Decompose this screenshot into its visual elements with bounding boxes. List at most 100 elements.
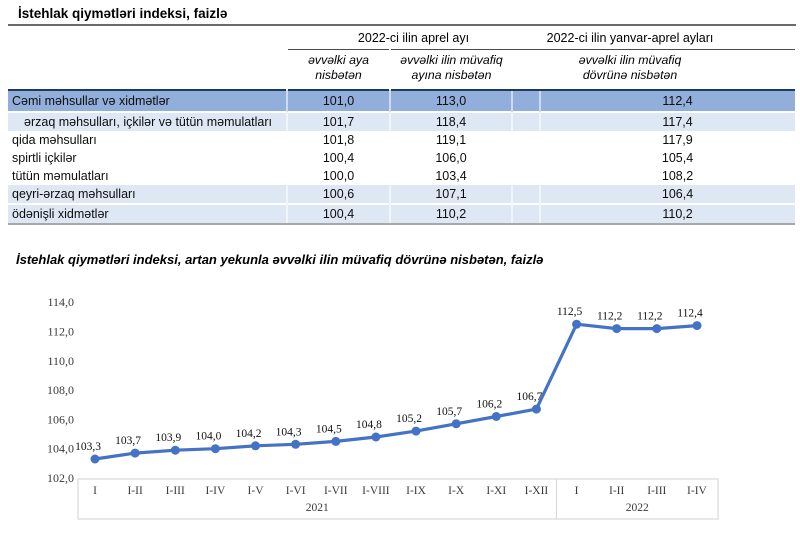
x-axis-tick: I-V: [248, 485, 265, 497]
data-point-label: 105,2: [396, 413, 422, 425]
x-axis-tick: I-IX: [406, 485, 426, 497]
y-axis-tick: 102,0: [47, 471, 74, 485]
subheader-prev-year-period: əvvəlki ilin müvafiq dövrünə nisbətən: [540, 50, 720, 91]
row-value: 119,1: [389, 131, 512, 149]
data-point-marker: [692, 321, 702, 331]
row-value: 105,4: [661, 150, 694, 165]
spacer-cell: [539, 185, 561, 204]
row-label: Cəmi məhsullar və xidmətlər: [8, 89, 287, 113]
data-point-marker: [291, 439, 301, 449]
data-point-label: 104,2: [236, 428, 262, 440]
row-value: 117,9: [662, 132, 693, 147]
spacer-cell: [539, 203, 561, 225]
subheader-line: əvvəlki ilin müvafiq: [578, 53, 682, 67]
data-point-marker: [411, 426, 421, 436]
spacer-cell: [510, 111, 541, 131]
subheader-line: dövrünə nisbətən: [582, 68, 678, 82]
page-title: İstehlak qiymətləri indeksi, faizlə: [18, 6, 228, 21]
row-label: tütün məmulatları: [12, 168, 109, 183]
empty-cell: [8, 50, 287, 91]
row-value: 103,4: [389, 167, 512, 185]
chart-title: İstehlak qiymətləri indeksi, artan yekun…: [16, 252, 544, 267]
row-value: 107,1: [389, 185, 512, 204]
x-axis-tick: I-VIII: [362, 485, 390, 497]
data-point-marker: [612, 324, 622, 334]
spacer-cell: [510, 185, 541, 204]
row-value: 110,2: [560, 203, 796, 225]
spacer-cell: [539, 89, 561, 113]
data-point-marker: [491, 412, 501, 421]
subheader-prev-month: əvvəlki aya nisbətən: [286, 49, 390, 90]
data-point-label: 106,7: [516, 391, 542, 403]
data-point-marker: [531, 404, 541, 414]
y-axis-tick: 108,0: [47, 383, 74, 397]
data-point-label: 103,7: [115, 435, 141, 447]
row-value: 118,4: [389, 111, 512, 131]
cpi-line-chart: 102,0 104,0 106,0 108,0 110,0 112,0 114,0 2021 2…: [47, 295, 719, 520]
table-row-alcohol: spirtli içkilər 100,4 106,0 105,4: [8, 149, 795, 167]
data-point-label: 112,5: [557, 306, 583, 318]
y-axis-tick: 104,0: [47, 442, 74, 456]
row-value: 100,4: [286, 149, 390, 167]
table-row-tobacco: tütün məmulatları 100,0 103,4 108,2: [8, 167, 795, 185]
row-value: 101,7: [286, 111, 390, 131]
subheader-prev-year-month: əvvəlki ilin müvafiq ayına nisbətən: [389, 49, 512, 90]
x-axis-box: [77, 478, 719, 520]
table-row-nonfood: qeyri-ərzaq məhsulları 100,6 107,1 106,4: [8, 185, 796, 204]
x-axis-tick: I-II: [127, 485, 142, 497]
x-axis-tick: I-III: [166, 485, 185, 497]
table-row-total: Cəmi məhsullar və xidmətlər 101,0 113,0 …: [8, 89, 796, 113]
data-point-marker: [451, 419, 461, 429]
data-point-marker: [130, 448, 140, 458]
x-axis-tick: I: [575, 485, 579, 497]
row-label: ödənişli xidmətlər: [8, 203, 287, 225]
subheader-line: əvvəlki ilin müvafiq: [400, 53, 503, 67]
spacer-cell: [510, 167, 541, 185]
row-label: spirtli içkilər: [12, 150, 77, 165]
x-axis-tick: I-VI: [286, 485, 306, 497]
x-axis-year-label: 2021: [306, 502, 329, 514]
x-axis-tick: I-II: [609, 485, 624, 497]
data-point-marker: [210, 444, 220, 454]
title-divider: [8, 24, 796, 26]
x-axis-tick: I: [93, 485, 97, 497]
row-label: qeyri-ərzaq məhsulları: [12, 186, 136, 201]
table-row-food: qida məhsulları 101,8 119,1 117,9: [8, 131, 795, 149]
x-axis-tick: I-IV: [205, 485, 225, 497]
row-value: 108,2: [661, 168, 694, 183]
x-axis-tick: I-IV: [687, 485, 707, 497]
data-point-label: 104,8: [356, 419, 382, 431]
data-point-label: 103,3: [75, 441, 101, 453]
spacer-cell: [539, 167, 561, 185]
x-axis-tick: I-VII: [324, 485, 348, 497]
data-point-label: 112,4: [677, 308, 703, 320]
data-point-label: 105,7: [436, 406, 462, 418]
data-point-marker: [90, 454, 100, 464]
y-axis-tick: 106,0: [47, 412, 74, 426]
subheader-line: ayına nisbətən: [411, 68, 492, 82]
column-group-jan-apr: 2022-ci ilin yanvar-aprel ayları: [540, 28, 721, 50]
data-point-label: 104,0: [195, 431, 221, 443]
row-value: 117,4: [560, 111, 796, 131]
data-point-label: 112,2: [637, 311, 663, 323]
data-point-label: 104,5: [316, 423, 342, 435]
data-point-marker: [652, 324, 662, 334]
row-value: 110,2: [389, 203, 512, 225]
row-value: 100,4: [286, 203, 390, 225]
spacer-cell: [510, 131, 541, 149]
column-group-header-row: 2022-ci ilin aprel ayı 2022-ci ilin yanv…: [8, 28, 796, 50]
data-point-label: 103,9: [155, 432, 181, 444]
y-axis-tick: 112,0: [47, 325, 74, 339]
table-row-services: ödənişli xidmətlər 100,4 110,2 110,2: [8, 203, 796, 225]
spacer-cell: [720, 50, 795, 91]
data-point-marker: [572, 319, 582, 329]
spacer-cell: [510, 89, 541, 113]
row-value: 106,4: [661, 186, 694, 201]
cpi-table: 2022-ci ilin aprel ayı 2022-ci ilin yanv…: [8, 28, 796, 225]
subheader-line: nisbətən: [315, 68, 362, 82]
empty-corner-cell: [8, 28, 287, 50]
row-label: ərzaq məhsulları, içkilər və tütün məmul…: [8, 111, 287, 131]
column-group-tail: [720, 28, 796, 50]
column-group-april: 2022-ci ilin aprel ayı: [287, 28, 541, 50]
row-value: 101,8: [286, 131, 390, 149]
